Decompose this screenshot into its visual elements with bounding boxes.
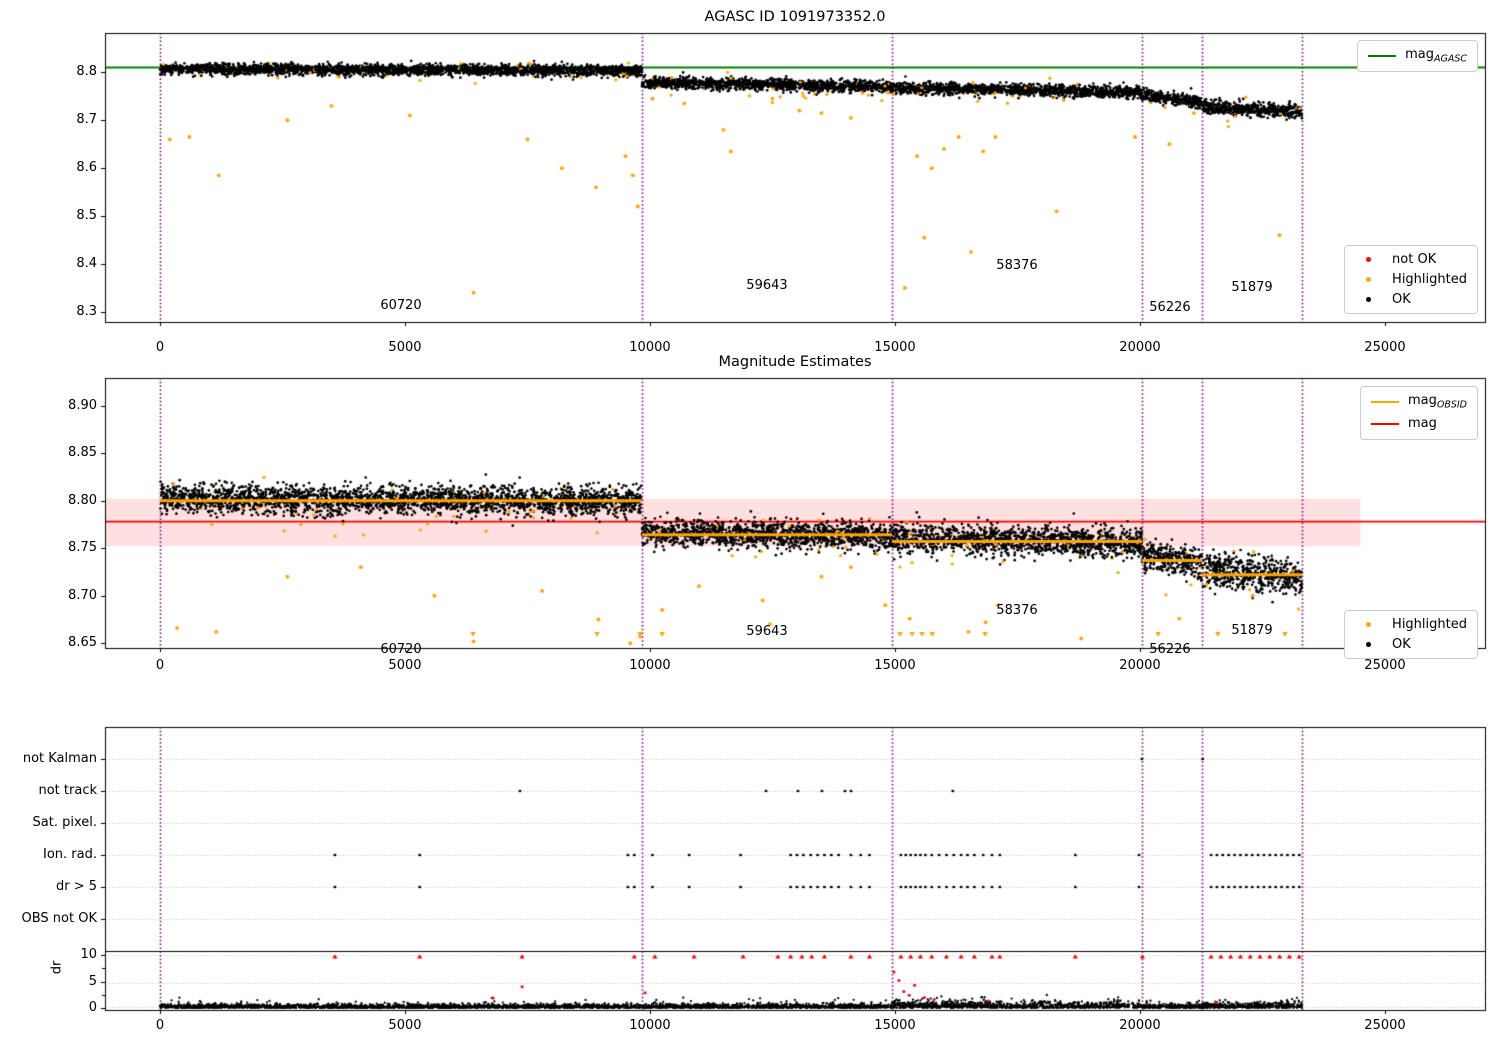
legend-label-ok: OK	[1392, 292, 1411, 307]
obsid-label-plot1: 51879	[1231, 279, 1273, 295]
legend-label-highlighted: Highlighted	[1392, 272, 1467, 287]
legend-item-ok-2: OK	[1355, 637, 1467, 652]
legend-mag-lines: magOBSID mag	[1359, 386, 1478, 441]
obsid-label-plot2: 59643	[746, 623, 788, 639]
x-tick-label-plot2: 15000	[874, 658, 916, 673]
y-tick-label-plot1: 8.7	[76, 112, 97, 128]
x-tick-label-plot1: 20000	[1119, 340, 1161, 355]
y-tick-label-plot2: 8.90	[68, 397, 97, 413]
highlighted-dot-swatch	[1366, 277, 1372, 282]
y-tick-label-plot1: 8.5	[76, 208, 97, 224]
x-tick-label-plot3: 10000	[629, 1018, 671, 1033]
y-tick-label-plot2: 8.70	[68, 587, 97, 603]
obsid-label-plot2: 58376	[996, 602, 1038, 618]
mag-agasc-line-swatch	[1368, 54, 1397, 57]
plot2-title: Magnitude Estimates	[718, 354, 872, 370]
y-tick-label-plot2: 8.75	[68, 540, 97, 556]
legend-label-not-ok: not OK	[1392, 252, 1437, 267]
flag-row-label: Sat. pixel.	[32, 815, 97, 830]
x-tick-label-plot2: 25000	[1364, 658, 1406, 673]
x-tick-label-plot3: 5000	[388, 1018, 422, 1033]
y-tick-label-plot2: 8.85	[68, 445, 97, 461]
obsid-label-plot2: 60720	[380, 642, 422, 658]
obsid-label-plot1: 58376	[996, 257, 1038, 273]
flag-row-label: not Kalman	[22, 751, 97, 766]
legend-label-mag: mag	[1407, 415, 1437, 431]
dr-tick-label: 0	[88, 1000, 97, 1015]
x-tick-label-plot2: 5000	[388, 658, 422, 673]
y-tick-label-plot1: 8.6	[76, 160, 97, 176]
legend-point-types-plot2: Highlighted OK	[1344, 610, 1478, 659]
mag-line-swatch	[1370, 423, 1399, 426]
obsid-label-plot2: 51879	[1231, 622, 1273, 638]
obsid-label-plot1: 56226	[1149, 300, 1191, 316]
x-tick-label-plot1: 10000	[629, 340, 671, 355]
ok-dot-swatch-2	[1366, 642, 1372, 647]
obsid-label-plot1: 60720	[380, 297, 422, 313]
x-tick-label-plot2: 0	[155, 658, 165, 673]
legend-label-highlighted-2: Highlighted	[1392, 617, 1467, 632]
legend-mag-agasc: magAGASC	[1357, 40, 1478, 72]
legend-point-types-plot1: not OK Highlighted OK	[1344, 245, 1478, 314]
legend-item-ok: OK	[1355, 292, 1467, 307]
y-tick-label-plot1: 8.3	[76, 303, 97, 319]
obsid-label-plot1: 59643	[746, 278, 788, 294]
flag-row-label: Ion. rad.	[43, 847, 97, 862]
y-tick-label-plot2: 8.80	[68, 492, 97, 508]
x-tick-label-plot2: 20000	[1119, 658, 1161, 673]
x-tick-label-plot1: 25000	[1364, 340, 1406, 355]
x-tick-label-plot3: 15000	[874, 1018, 916, 1033]
legend-label-mag-agasc: magAGASC	[1405, 47, 1467, 65]
legend-item-highlighted-2: Highlighted	[1355, 617, 1467, 632]
legend-item-highlighted: Highlighted	[1355, 272, 1467, 287]
legend-label-mag-obsid: magOBSID	[1407, 393, 1467, 411]
not-ok-dot-swatch	[1366, 257, 1372, 262]
flag-row-label: not track	[38, 783, 97, 798]
x-tick-label-plot3: 25000	[1364, 1018, 1406, 1033]
y-tick-label-plot1: 8.8	[76, 64, 97, 80]
y-tick-label-plot2: 8.65	[68, 635, 97, 651]
legend-item-mag-obsid: magOBSID	[1370, 393, 1467, 411]
plot1-title: AGASC ID 1091973352.0	[704, 9, 886, 25]
x-tick-label-plot2: 10000	[629, 658, 671, 673]
legend-item-not-ok: not OK	[1355, 252, 1467, 267]
flag-row-label: OBS not OK	[21, 911, 98, 926]
dr-tick-label: 10	[80, 947, 97, 962]
x-tick-label-plot1: 0	[155, 340, 165, 355]
flag-row-label: dr > 5	[55, 879, 97, 894]
mag-obsid-line-swatch	[1370, 400, 1399, 403]
x-tick-label-plot3: 0	[155, 1018, 165, 1033]
dr-tick-label: 5	[88, 973, 97, 989]
x-tick-label-plot1: 15000	[874, 340, 916, 355]
ok-dot-swatch	[1366, 297, 1372, 302]
obsid-label-plot2: 56226	[1149, 642, 1191, 658]
highlighted-dot-swatch-2	[1366, 622, 1372, 627]
legend-item-mag-agasc: magAGASC	[1368, 47, 1467, 65]
x-tick-label-plot1: 5000	[388, 340, 422, 355]
x-tick-label-plot3: 20000	[1119, 1018, 1161, 1033]
legend-item-mag: mag	[1370, 415, 1467, 434]
y-tick-label-plot1: 8.4	[76, 256, 97, 271]
legend-label-ok-2: OK	[1392, 637, 1411, 652]
